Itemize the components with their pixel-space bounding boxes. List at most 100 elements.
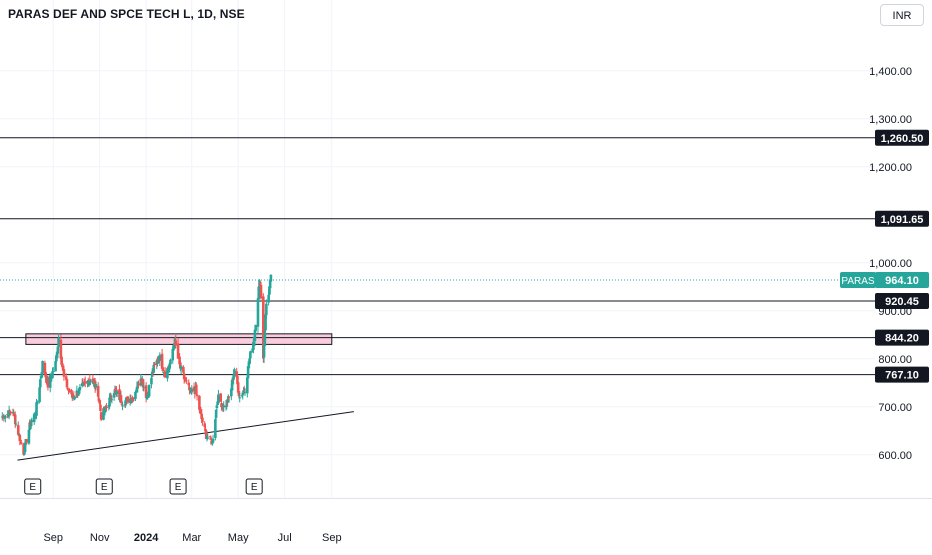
candle-body — [43, 362, 47, 375]
candle-body — [166, 368, 169, 379]
candle-body — [217, 394, 220, 404]
candle-body — [268, 286, 271, 295]
candle-body — [247, 364, 251, 366]
candle-body — [71, 396, 75, 399]
candle-body — [176, 343, 180, 359]
level-label: 1,091.65 — [881, 214, 924, 226]
candle-body — [70, 393, 74, 397]
level-label: 844.20 — [885, 333, 919, 345]
candle-body — [123, 404, 127, 406]
candle-body — [182, 366, 185, 373]
candle-body — [193, 393, 197, 395]
y-tick-label: 1,200.00 — [869, 162, 912, 174]
candle-body — [246, 366, 250, 379]
candle-body — [269, 274, 273, 282]
last-price-symbol: PARAS — [841, 276, 874, 287]
candle-body — [35, 401, 39, 405]
candle-body — [204, 430, 208, 440]
level-label: 767.10 — [885, 370, 919, 382]
candle-body — [162, 371, 165, 373]
candle-body — [258, 282, 262, 286]
grid — [0, 0, 875, 498]
candle-body — [109, 396, 113, 399]
candle-body — [208, 436, 212, 438]
candle-body — [243, 391, 247, 393]
candle-body — [161, 367, 165, 371]
candle-body — [61, 365, 65, 371]
candle-body — [232, 374, 235, 380]
candle-body — [7, 410, 11, 417]
candle-body — [14, 423, 18, 425]
candle-body — [242, 390, 245, 392]
candle-body — [60, 356, 63, 365]
candle-body — [253, 329, 257, 342]
candle-body — [131, 397, 135, 401]
candle-body — [77, 393, 80, 395]
candle-body — [236, 382, 240, 393]
chart-title: PARAS DEF AND SPCE TECH L, 1D, NSE — [8, 7, 245, 21]
x-tick-label: Sep — [322, 532, 342, 544]
candle-body — [252, 341, 255, 350]
candle-body — [19, 439, 22, 441]
x-tick-label: Sep — [43, 532, 63, 544]
candle-body — [200, 413, 203, 420]
candle-body — [236, 375, 239, 385]
y-tick-label: 1,300.00 — [869, 114, 912, 126]
candle-body — [91, 378, 95, 384]
candle-body — [251, 348, 254, 353]
level-label-bg — [875, 129, 929, 146]
last-price-label: 964.10 — [885, 275, 919, 287]
candle-body — [66, 387, 70, 389]
candle-body — [147, 385, 151, 397]
candle-body — [4, 415, 7, 419]
candle-body — [190, 388, 194, 393]
candle-body — [155, 360, 159, 365]
candle-body — [211, 438, 215, 443]
candle-body — [115, 389, 118, 392]
candle-body — [135, 388, 139, 393]
earnings-marker-label: E — [29, 482, 36, 493]
candle-body — [156, 359, 160, 363]
candle-body — [160, 353, 164, 369]
candle-body — [227, 396, 230, 403]
candle-body — [179, 362, 182, 369]
candle-body — [73, 396, 76, 400]
candle-body — [119, 395, 123, 403]
candle-body — [248, 358, 251, 364]
candle-body — [145, 397, 149, 400]
candle-body — [82, 382, 86, 385]
candle-body — [144, 385, 148, 398]
candle-body — [62, 369, 66, 377]
candle-body — [235, 371, 238, 378]
candle-body — [267, 294, 270, 303]
candle-body — [130, 399, 133, 403]
candle-body — [237, 390, 241, 397]
candle-body — [204, 428, 207, 432]
candle-body — [268, 279, 272, 289]
candle-body — [238, 397, 242, 399]
candle-body — [187, 382, 191, 386]
x-tick-label: Mar — [182, 532, 201, 544]
candle-body — [150, 377, 153, 385]
candle-body — [264, 314, 267, 331]
candle-body — [254, 324, 257, 331]
candle-body — [171, 348, 175, 361]
level-label-bg — [875, 366, 929, 383]
level-label-bg — [875, 210, 929, 227]
candle-body — [152, 364, 156, 373]
candle-body — [124, 400, 127, 405]
candle-body — [220, 403, 223, 408]
candle-body — [35, 402, 38, 416]
candle-body — [265, 303, 268, 316]
currency-button[interactable]: INR — [880, 4, 924, 26]
candle-body — [81, 381, 85, 383]
candle-body — [112, 393, 116, 398]
earnings-marker-label: E — [101, 482, 108, 493]
level-label-bg — [875, 329, 929, 346]
candle-body — [72, 395, 76, 398]
candle-body — [195, 394, 199, 397]
candle-body — [233, 369, 236, 377]
candle-body — [126, 396, 130, 403]
